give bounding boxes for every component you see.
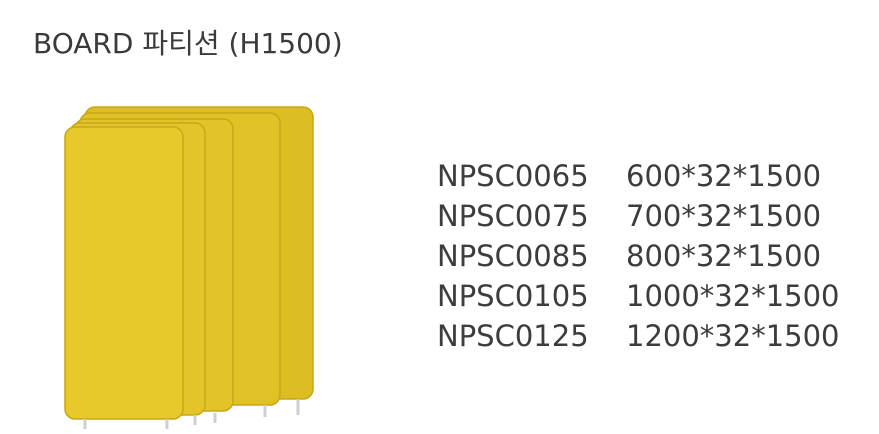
page-title: BOARD 파티션 (H1500) (33, 27, 343, 60)
spec-row: NPSC0125 1200*32*1500 (437, 316, 840, 356)
model-code: NPSC0085 (437, 239, 589, 273)
dimension: 800*32*1500 (626, 239, 822, 273)
spec-list: NPSC0065 600*32*1500 NPSC0075 700*32*150… (437, 156, 840, 356)
spec-row: NPSC0075 700*32*1500 (437, 196, 840, 236)
model-code: NPSC0075 (437, 199, 589, 233)
spec-row: NPSC0105 1000*32*1500 (437, 276, 840, 316)
spec-row: NPSC0085 800*32*1500 (437, 236, 840, 276)
model-code: NPSC0105 (437, 279, 589, 313)
model-code: NPSC0065 (437, 159, 589, 193)
dimension: 600*32*1500 (626, 159, 822, 193)
partition-legs (83, 399, 300, 429)
board-partition-image (55, 105, 325, 430)
model-code: NPSC0125 (437, 319, 589, 353)
partition-panel-front (64, 126, 184, 420)
dimension: 1200*32*1500 (626, 319, 840, 353)
dimension: 1000*32*1500 (626, 279, 840, 313)
dimension: 700*32*1500 (626, 199, 822, 233)
spec-row: NPSC0065 600*32*1500 (437, 156, 840, 196)
